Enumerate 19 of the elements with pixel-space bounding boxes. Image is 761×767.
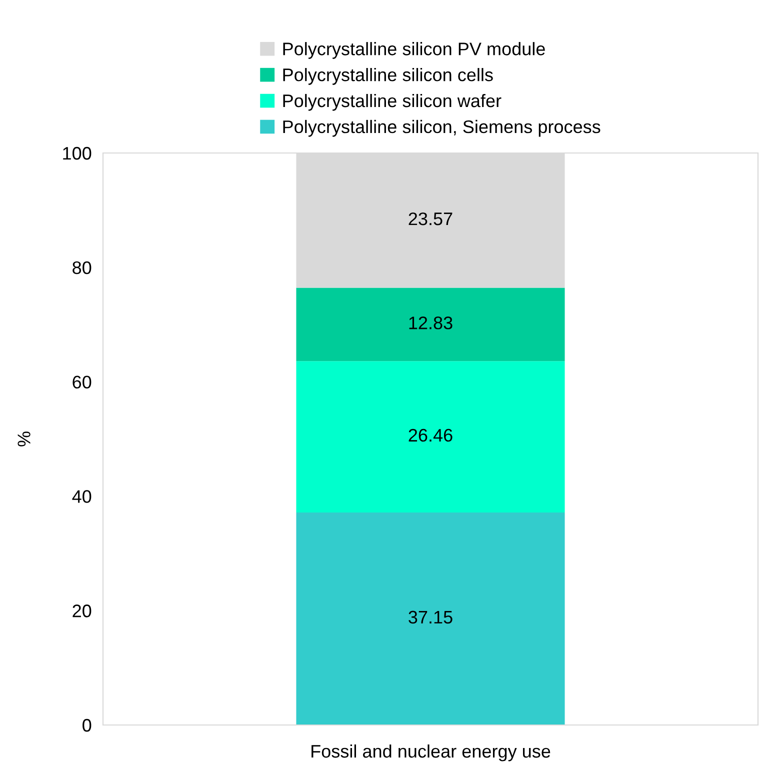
y-tick-label: 100 xyxy=(63,146,92,160)
y-tick-label: 0 xyxy=(82,718,92,732)
data-label: 12.83 xyxy=(409,316,452,330)
legend-label: Polycrystalline silicon PV module xyxy=(283,42,545,59)
y-tick-label: 40 xyxy=(72,490,92,503)
y-tick-label: 60 xyxy=(72,376,92,389)
data-label: 37.15 xyxy=(408,610,452,624)
bar xyxy=(296,288,565,362)
y-tick-label: 80 xyxy=(72,261,92,274)
x-tick-label: Fossil and nuclear energy use xyxy=(312,744,550,762)
bar xyxy=(296,512,565,725)
data-label: 23.57 xyxy=(408,212,452,226)
y-axis-title: % xyxy=(18,432,30,446)
legend-label: Polycrystalline silicon wafer xyxy=(283,94,502,111)
bar xyxy=(296,361,565,512)
legend-label: Polycrystalline silicon, Siemens process xyxy=(283,120,600,137)
y-tick-label: 20 xyxy=(72,604,92,618)
data-label: 26.46 xyxy=(408,428,452,442)
legend-label: Polycrystalline silicon cells xyxy=(283,68,493,85)
